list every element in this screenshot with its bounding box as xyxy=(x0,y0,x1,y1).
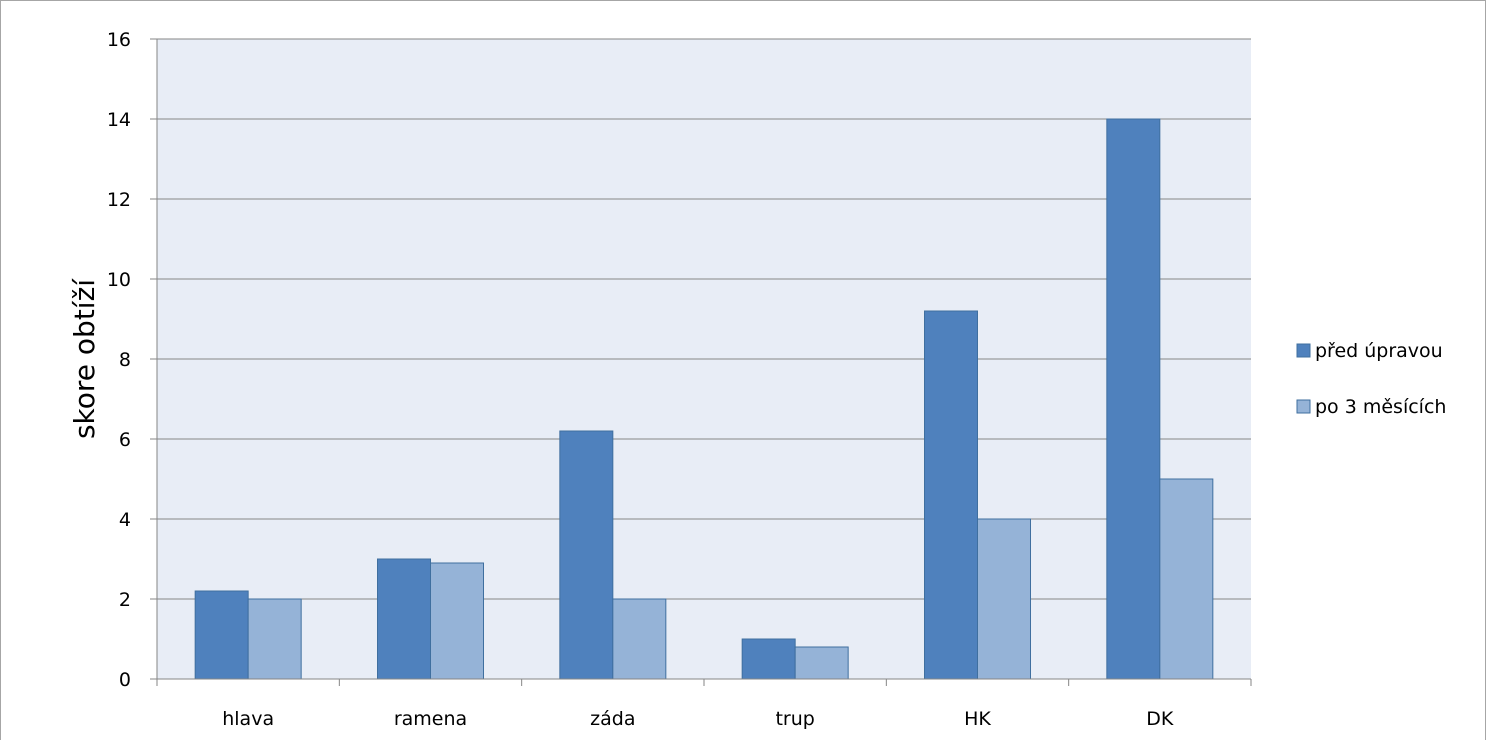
bar-after xyxy=(794,646,849,680)
y-tick-label: 0 xyxy=(119,669,131,691)
x-tick-label: záda xyxy=(590,708,635,730)
y-tick-label: 10 xyxy=(107,269,131,291)
legend-swatch xyxy=(1296,343,1311,358)
bar-after xyxy=(977,518,1031,680)
y-axis-label: skore obtíží xyxy=(68,278,101,439)
legend-swatch xyxy=(1296,399,1311,414)
legend: před úpravou po 3 měsících xyxy=(1296,340,1446,418)
y-axis-ticks: 0 2 4 6 8 10 12 14 16 xyxy=(107,29,157,691)
x-tick-label: hlava xyxy=(222,708,274,730)
legend-label: před úpravou xyxy=(1315,340,1443,362)
y-tick-label: 6 xyxy=(119,429,131,451)
bar-before xyxy=(194,590,249,680)
y-tick-label: 4 xyxy=(119,509,131,531)
y-tick-label: 12 xyxy=(107,189,131,211)
bar-before xyxy=(1106,118,1161,680)
y-tick-label: 2 xyxy=(119,589,131,611)
legend-label: po 3 měsících xyxy=(1315,396,1446,418)
bar-before xyxy=(741,638,796,680)
grid-lines xyxy=(157,38,1251,600)
bar-before xyxy=(559,430,614,680)
bar-before xyxy=(924,310,978,680)
x-tick-label: HK xyxy=(964,708,991,730)
bar-before xyxy=(377,558,431,680)
x-tick-label: DK xyxy=(1146,708,1174,730)
bar-after xyxy=(612,598,667,680)
x-axis-ticks: hlava ramena záda trup HK DK xyxy=(156,679,1252,730)
x-tick-label: trup xyxy=(775,708,814,730)
bar-after xyxy=(430,562,484,680)
bar-after xyxy=(247,598,302,680)
y-tick-label: 8 xyxy=(119,349,131,371)
y-tick-label: 16 xyxy=(107,29,131,51)
y-tick-label: 14 xyxy=(107,109,131,131)
x-tick-label: ramena xyxy=(394,708,467,730)
bar-after xyxy=(1159,478,1214,680)
